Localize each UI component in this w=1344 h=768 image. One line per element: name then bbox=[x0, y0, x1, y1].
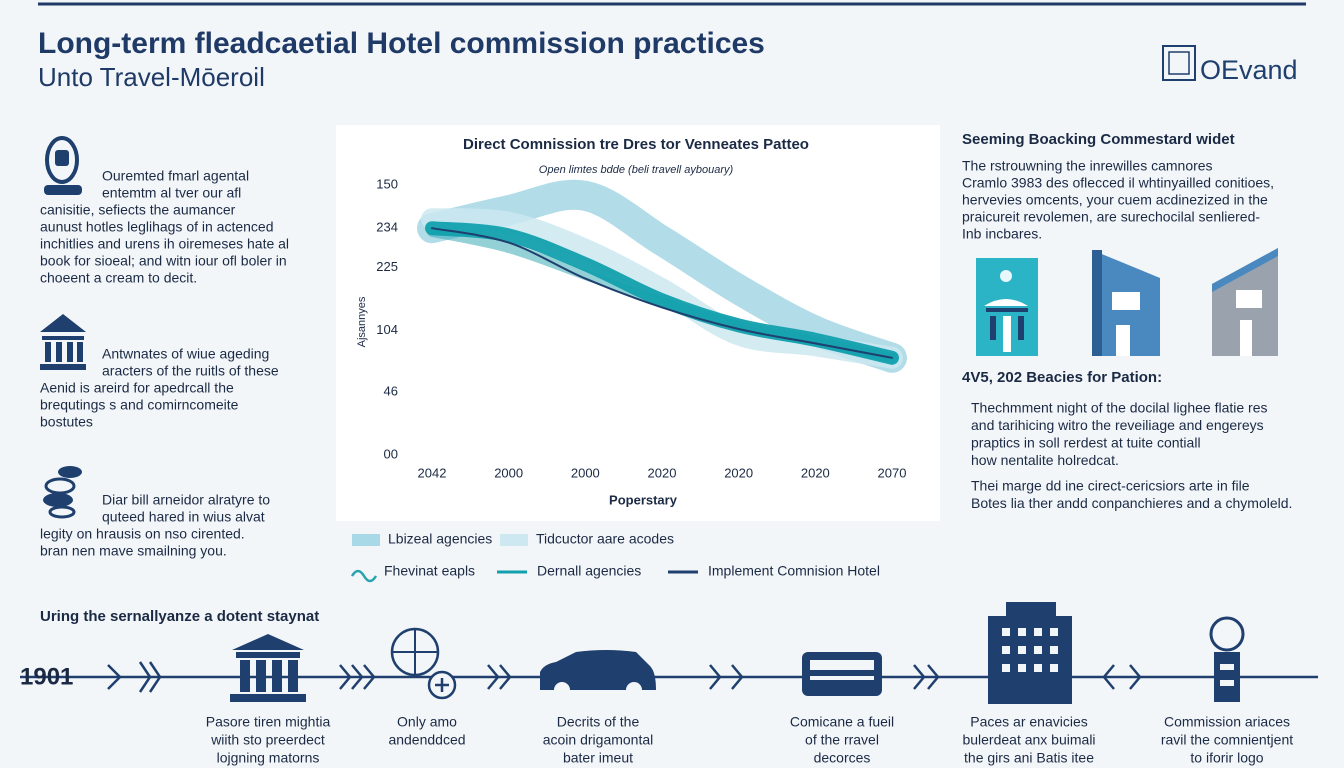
left-text-line: bostutes bbox=[40, 414, 93, 430]
timeline-caption: to iforir logo bbox=[1190, 750, 1263, 766]
y-tick-label: 00 bbox=[384, 446, 398, 461]
para-line: Thei marge dd ine cirect-cericsiors arte… bbox=[971, 478, 1250, 494]
series-line bbox=[425, 221, 899, 365]
timeline-caption: Pasore tiren mightia bbox=[206, 714, 331, 730]
legend-swatch bbox=[352, 534, 380, 546]
chart-panel bbox=[336, 125, 940, 521]
chart: 150 234 225 104 46 00 2042 2000 2000 2020 2020 2020… bbox=[376, 176, 907, 480]
legend-label: Lbizeal agencies bbox=[388, 531, 492, 547]
x-tick-label: 2020 bbox=[724, 465, 753, 480]
left-text-line: brequtings s and comirncomeite bbox=[40, 397, 239, 413]
intro-line: Inb incbares. bbox=[962, 226, 1042, 242]
x-tick-label: 2020 bbox=[648, 465, 677, 480]
icon-person bbox=[44, 136, 82, 195]
para-line: and tarihicing witro the reveiliage and … bbox=[971, 417, 1264, 433]
icon-coins bbox=[43, 466, 82, 519]
timeline-caption: wiith sto preerdect bbox=[210, 732, 325, 748]
x-axis-label: Poperstary bbox=[609, 492, 678, 507]
para-line: Thechmment night of the docilal lighee f… bbox=[971, 400, 1268, 416]
legend-swatch bbox=[350, 569, 378, 583]
left-text-line: Aenid is areird for apedrcall the bbox=[40, 380, 234, 396]
chart-subtitle: Open limtes bdde (beli travell aybouary) bbox=[539, 164, 734, 176]
para-line: praptics in soll rerdest at tuite contia… bbox=[971, 435, 1201, 451]
series-line bbox=[431, 227, 893, 359]
y-axis-label: Ajsannyes bbox=[356, 296, 368, 347]
left-text-line: bran nen mave smailning you. bbox=[40, 543, 227, 559]
y-tick-label: 46 bbox=[384, 383, 398, 398]
left-text-line: inchitlies and urens ih oiremeses hate a… bbox=[40, 236, 289, 252]
legend-label: Tidcuctor aare acodes bbox=[536, 531, 674, 547]
right-heading: Seeming Boacking Commestard widet bbox=[962, 131, 1235, 148]
timeline-captions: Pasore tiren mightia wiith sto preerdect l… bbox=[206, 714, 1294, 766]
timeline-caption: bater imeut bbox=[563, 750, 633, 766]
left-text-line: aracters of the ruitls of these bbox=[102, 363, 279, 379]
y-tick-label: 225 bbox=[376, 259, 398, 274]
x-tick-label: 2000 bbox=[571, 465, 600, 480]
left-text-line: choeent a cream to decit. bbox=[40, 270, 197, 286]
timeline-caption: Paces ar enavicies bbox=[970, 714, 1088, 730]
x-tick-label: 2070 bbox=[878, 465, 907, 480]
y-tick-label: 234 bbox=[376, 220, 398, 235]
timeline-start: 1901 bbox=[20, 663, 73, 690]
timeline-caption: Only amo bbox=[397, 714, 457, 730]
timeline-caption: decorces bbox=[814, 750, 871, 766]
right-subheading: 4V5, 202 Beacies for Pation: bbox=[962, 369, 1162, 386]
timeline-caption: bulerdeat anx buimali bbox=[962, 732, 1095, 748]
right-text: The rstrouwning the inrewilles camnoresC… bbox=[962, 158, 1292, 512]
left-text-line: aunust hotles leglihags of in actenced bbox=[40, 219, 274, 235]
left-text-line: quteed hared in wius alvat bbox=[102, 509, 265, 525]
timeline-icons bbox=[107, 602, 1245, 704]
houses bbox=[976, 248, 1278, 356]
page-subtitle: Unto Travel-Mōeroil bbox=[38, 62, 265, 92]
y-tick-label: 104 bbox=[376, 322, 398, 337]
intro-line: praicureit revolemen, are surechocilal s… bbox=[962, 209, 1260, 225]
legend-label: Implement Comnision Hotel bbox=[708, 563, 880, 579]
para-line: how nentalite holredcat. bbox=[971, 452, 1119, 468]
timeline-caption: lojgning matorns bbox=[217, 750, 320, 766]
timeline-caption: of the rravel bbox=[805, 732, 879, 748]
x-tick-label: 2042 bbox=[418, 465, 447, 480]
timeline-caption: Decrits of the bbox=[557, 714, 640, 730]
timeline-caption: Commission ariaces bbox=[1164, 714, 1290, 730]
left-text-line: Antwnates of wiue ageding bbox=[102, 346, 269, 362]
icon-bank bbox=[40, 314, 86, 370]
legend-label: Fhevinat eapls bbox=[384, 563, 475, 579]
legend: Lbizeal agencies Tidcuctor aare acodes Fhe… bbox=[350, 531, 880, 583]
y-tick-label: 150 bbox=[376, 176, 398, 191]
x-tick-label: 2000 bbox=[494, 465, 523, 480]
left-text-line: book for sioeal; and witn iour ofl boler… bbox=[40, 253, 287, 269]
logo-icon bbox=[1162, 45, 1196, 81]
series-line bbox=[417, 179, 907, 373]
left-text-line: entemtm al tver our afl bbox=[102, 185, 241, 201]
timeline-title: Uring the sernallyanze a dotent staynat bbox=[40, 608, 319, 625]
left-text-line: legity on hrausis on nso cirented. bbox=[40, 526, 245, 542]
timeline-caption: andenddced bbox=[388, 732, 465, 748]
chart-title: Direct Comnission tre Dres tor Venneates… bbox=[463, 136, 809, 153]
page-title: Long-term fleadcaetial Hotel commission … bbox=[38, 27, 765, 60]
logo-text: OEvand bbox=[1200, 55, 1298, 85]
intro-line: hervevies omcents, your cuem acdinezized… bbox=[962, 192, 1268, 208]
para-line: Botes lia ther andd conpanchieres and a … bbox=[971, 495, 1292, 511]
x-tick-label: 2020 bbox=[801, 465, 830, 480]
legend-swatch bbox=[500, 534, 528, 546]
timeline-caption: the girs ani Batis itee bbox=[964, 750, 1094, 766]
intro-line: The rstrouwning the inrewilles camnores bbox=[962, 158, 1213, 174]
timeline-caption: acoin drigamontal bbox=[543, 732, 654, 748]
left-text-line: Ouremted fmarl agental bbox=[102, 168, 249, 184]
left-text-line: canisitie, sefiects the aumancer bbox=[40, 202, 236, 218]
logo-icon-inner bbox=[1168, 51, 1190, 75]
logo: OEvand bbox=[1162, 45, 1298, 85]
timeline-caption: ravil the comnientjent bbox=[1161, 732, 1293, 748]
intro-line: Cramlo 3983 des oflecced il whtinyailled… bbox=[962, 175, 1274, 191]
left-text-line: Diar bill arneidor alratyre to bbox=[102, 492, 270, 508]
timeline-caption: Comicane a fueil bbox=[790, 714, 894, 730]
legend-label: Dernall agencies bbox=[537, 563, 641, 579]
